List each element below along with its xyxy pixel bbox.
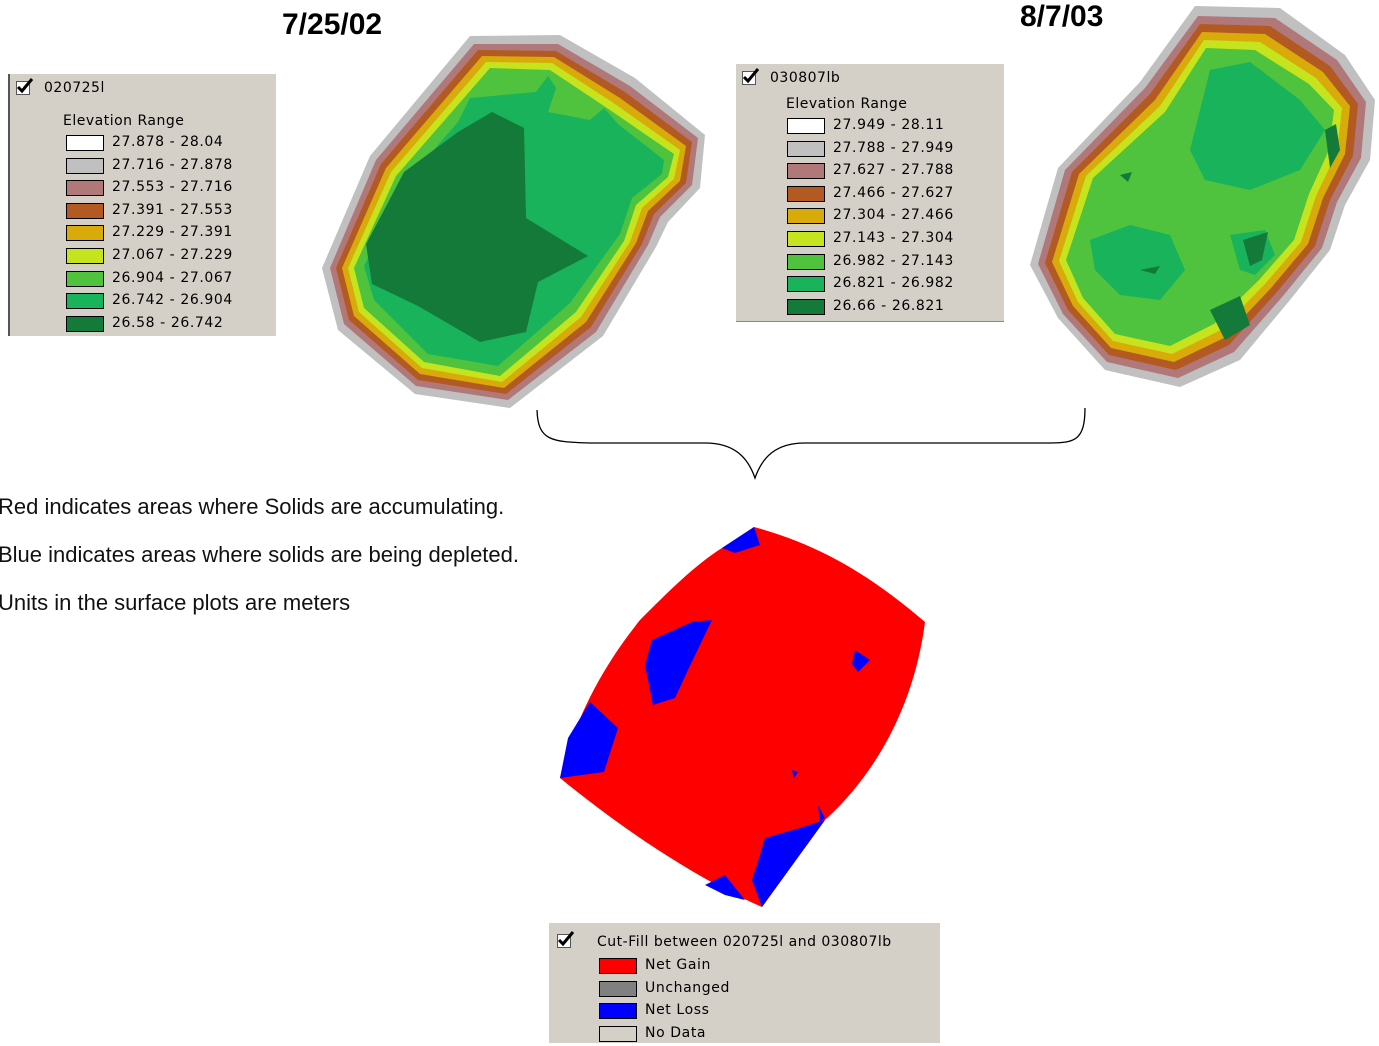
range-label: 27.788 - 27.949 (833, 139, 954, 156)
brace-path (536, 407, 1086, 480)
range-label: 26.66 - 26.821 (833, 297, 945, 314)
range-label: 27.067 - 27.229 (112, 246, 233, 263)
range-label: 27.304 - 27.466 (833, 207, 954, 224)
swatch (66, 135, 104, 151)
checkbox-checked-icon[interactable] (557, 931, 575, 949)
net-loss-region (792, 770, 798, 778)
range-label: 27.143 - 27.304 (833, 229, 954, 246)
swatch (787, 163, 825, 180)
cut-fill-legend: Cut-Fill between 020725l and 030807lb Ne… (549, 923, 940, 1043)
swatch (599, 1003, 637, 1020)
layer-name: Cut-Fill between 020725l and 030807lb (597, 934, 892, 950)
elevation-map-2003 (1030, 6, 1375, 387)
date-label-2002: 7/25/02 (282, 8, 383, 41)
swatch (787, 185, 825, 202)
category-label: Unchanged (645, 979, 730, 996)
range-label: 27.878 - 28.04 (112, 134, 224, 150)
swatch (787, 140, 825, 157)
range-label: 27.229 - 27.391 (112, 224, 233, 241)
net-loss-region (645, 620, 712, 705)
curly-brace (536, 407, 1086, 480)
map-bands (322, 35, 705, 408)
swatch (787, 208, 825, 225)
swatch (66, 180, 104, 197)
patch-darkgreen-a (1325, 124, 1340, 168)
elevation-legend-2002: 020725l Elevation Range 27.878 - 28.04 2… (8, 74, 276, 336)
checkbox-checked-icon[interactable] (742, 68, 760, 86)
swatch (66, 202, 104, 219)
layer-name: 030807lb (770, 70, 841, 86)
patch-darkgreen-e (1140, 266, 1160, 274)
caption-red: Red indicates areas where Solids are acc… (0, 494, 505, 519)
swatch (66, 225, 104, 242)
swatch (66, 293, 104, 310)
patch-darkgreen-c (1210, 296, 1250, 340)
swatch (66, 157, 104, 174)
legend-subtitle: Elevation Range (63, 113, 185, 129)
swatch (66, 270, 104, 287)
net-loss-region (752, 820, 825, 907)
range-label: 27.949 - 28.11 (833, 117, 945, 133)
range-label: 26.982 - 27.143 (833, 252, 954, 269)
caption-blue: Blue indicates areas where solids are be… (0, 542, 519, 567)
net-loss-region (852, 650, 870, 672)
range-label: 26.742 - 26.904 (112, 292, 233, 309)
range-label: 27.391 - 27.553 (112, 201, 233, 218)
net-loss-region (705, 875, 745, 900)
range-label: 26.821 - 26.982 (833, 275, 954, 292)
patch-darkgreen-b (1243, 232, 1268, 266)
category-label: No Data (645, 1024, 707, 1041)
checkbox-checked-icon[interactable] (16, 78, 34, 96)
swatch (787, 253, 825, 270)
category-label: Net Loss (645, 1002, 710, 1019)
swatch (66, 315, 104, 332)
patch-green-b (1090, 225, 1185, 300)
swatch (787, 230, 825, 247)
layer-name: 020725l (44, 80, 105, 96)
patch-green-a (1190, 62, 1325, 190)
patch-darkgreen-d (1120, 172, 1132, 182)
date-label-2003: 8/7/03 (1020, 0, 1104, 33)
range-label: 26.904 - 27.067 (112, 269, 233, 286)
category-label: Net Gain (645, 957, 712, 973)
band-lightgreen (1066, 48, 1334, 346)
caption-units: Units in the surface plots are meters (0, 590, 351, 615)
net-loss-region (818, 805, 825, 822)
swatch (599, 1025, 637, 1042)
legend-subtitle: Elevation Range (786, 96, 908, 112)
net-loss-region (722, 527, 760, 553)
net-loss-region (560, 702, 618, 778)
swatch (599, 958, 637, 974)
range-label: 27.627 - 27.788 (833, 162, 954, 179)
swatch (599, 980, 637, 997)
swatch (787, 298, 825, 315)
band-darkgreen (366, 112, 588, 342)
swatch (787, 276, 825, 293)
swatch (66, 247, 104, 264)
elevation-map-2002 (322, 35, 705, 408)
range-label: 27.553 - 27.716 (112, 179, 233, 196)
elevation-legend-2003: 030807lb Elevation Range 27.949 - 28.11 … (736, 64, 1004, 322)
net-gain-region (560, 527, 925, 907)
swatch (787, 118, 825, 134)
map-bands (1030, 6, 1375, 387)
cut-fill-map (560, 527, 925, 907)
range-label: 26.58 - 26.742 (112, 314, 224, 331)
range-label: 27.716 - 27.878 (112, 156, 233, 173)
range-label: 27.466 - 27.627 (833, 184, 954, 201)
